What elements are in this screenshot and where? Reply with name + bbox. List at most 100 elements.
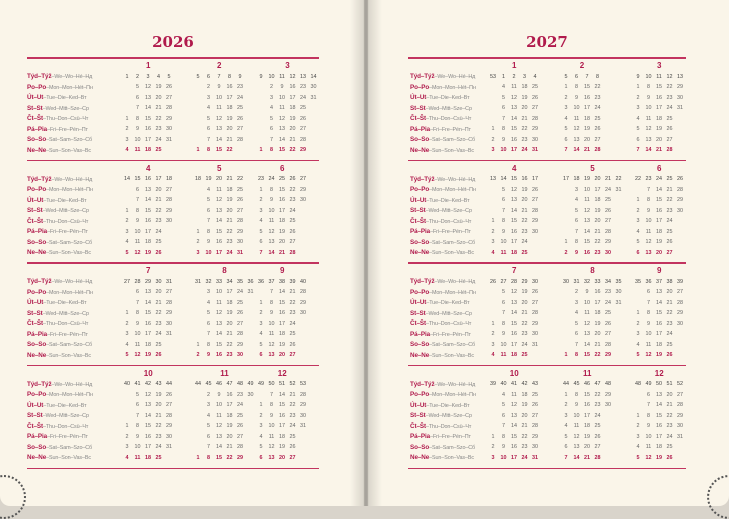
row-label-languages: –Sat–Sam–Szo–Сб [429,342,476,348]
day-date: 21 [521,115,528,122]
row-label-short: St–St [27,104,43,112]
week-number: 31 [166,278,172,285]
day-date: 7 [502,310,505,316]
day-date: 5 [636,126,640,132]
day-date: 7 [136,197,139,203]
week-number: 3 [523,73,526,80]
month-number: 11 [583,368,592,378]
day-date: 12 [268,444,275,450]
day-date: 11 [279,105,285,111]
day-date: 21 [289,391,296,398]
sunday-date: 15 [216,147,222,153]
row-label-languages: –Thu–Don–Csü–Чт [42,321,89,327]
sunday-date: 18 [145,147,151,153]
day-date: 6 [207,320,210,327]
sunday-date: 5 [125,352,129,358]
row-label-languages: –Fri–Fre–Pén–Пт [47,229,88,235]
day-date: 30 [677,423,683,429]
day-date: 9 [502,444,505,450]
day-date: 11 [645,115,652,122]
week-number: 8 [596,73,599,80]
day-date: 31 [677,433,683,440]
day-date: 18 [226,299,233,306]
row-label: Pá–Pia–Fri–Fre–Pén–Пт [410,433,471,440]
row-label-languages: –Tue–Die–Ked–Вт [43,197,87,204]
row-label-languages: –Tue–Die–Ked–Вт [426,300,470,306]
day-date: 7 [502,207,505,214]
day-date: 5 [136,391,139,398]
day-date: 15 [279,299,285,306]
day-date: 28 [677,299,683,306]
day-date: 12 [584,320,590,327]
day-date: 15 [656,197,662,203]
day-date: 9 [136,218,139,224]
week-number: 30 [563,278,569,285]
week-number: 36 [645,278,652,285]
day-date: 13 [584,331,590,337]
day-date: 29 [237,228,243,235]
day-date: 2 [636,94,640,101]
day-date: 29 [532,126,538,132]
divider-line [27,467,319,469]
day-date: 21 [594,341,601,348]
sunday-date: 12 [645,454,652,461]
day-date: 25 [532,84,538,90]
day-date: 17 [226,94,233,101]
day-date: 20 [289,126,296,132]
row-label: Pá–Pia–Fri–Fre–Pén–Пт [410,228,471,235]
day-date: 26 [666,239,673,245]
day-date: 16 [145,126,151,132]
month-number: 4 [512,163,517,173]
week-number: 25 [279,176,285,182]
sunday-date: 31 [532,147,538,153]
week-number: 50 [656,381,662,387]
day-date: 18 [656,444,662,450]
row-label-short: Út–Ut [410,94,427,101]
day-date: 14 [656,402,662,408]
row-label-short: Ne–Ne [27,146,47,154]
day-date: 9 [647,207,650,214]
sunday-date: 15 [216,454,222,461]
day-date: 13 [216,207,222,214]
day-date: 26 [237,423,243,429]
day-date: 2 [207,84,210,90]
row-label: Út–Ut–Tue–Die–Ked–Вт [410,197,470,204]
day-date: 9 [575,402,578,408]
day-date: 21 [521,310,528,316]
row-label: Ne–Ne–Sun–Son–Vas–Вс [27,352,91,359]
day-date: 29 [605,239,611,245]
day-date: 26 [532,289,538,295]
day-date: 18 [521,84,528,90]
week-number: 41 [134,381,141,387]
day-date: 12 [145,391,151,398]
day-date: 18 [145,341,151,348]
day-date: 22 [594,239,601,245]
day-date: 6 [575,331,578,337]
row-label-languages: –Thu–Don–Csü–Чт [425,218,472,225]
day-date: 30 [300,197,306,203]
row-label-short: Ne–Ne [410,146,430,154]
week-number: 15 [134,176,141,182]
day-date: 10 [279,94,285,101]
row-label-languages: –Sat–Sam–Szo–Сб [46,444,93,451]
row-label-short: Čt–Št [410,217,426,225]
day-date: 22 [289,402,296,408]
day-date: 12 [573,433,580,440]
sunday-date: 13 [268,454,275,461]
day-date: 31 [310,94,317,101]
day-date: 23 [521,444,528,450]
day-date: 15 [511,320,517,327]
day-date: 27 [677,391,683,398]
sunday-date: 26 [155,249,162,256]
sunday-date: 27 [289,454,296,461]
day-date: 20 [656,136,662,143]
day-date: 17 [279,423,285,429]
day-date: 21 [289,289,296,295]
divider-line [408,159,686,161]
week-number: 11 [656,73,662,80]
day-date: 25 [594,423,601,429]
row-label: Čt–Št–Thu–Don–Csü–Чт [27,115,88,122]
day-date: 20 [155,402,162,408]
week-number: 36 [258,278,264,285]
day-date: 20 [226,320,233,327]
